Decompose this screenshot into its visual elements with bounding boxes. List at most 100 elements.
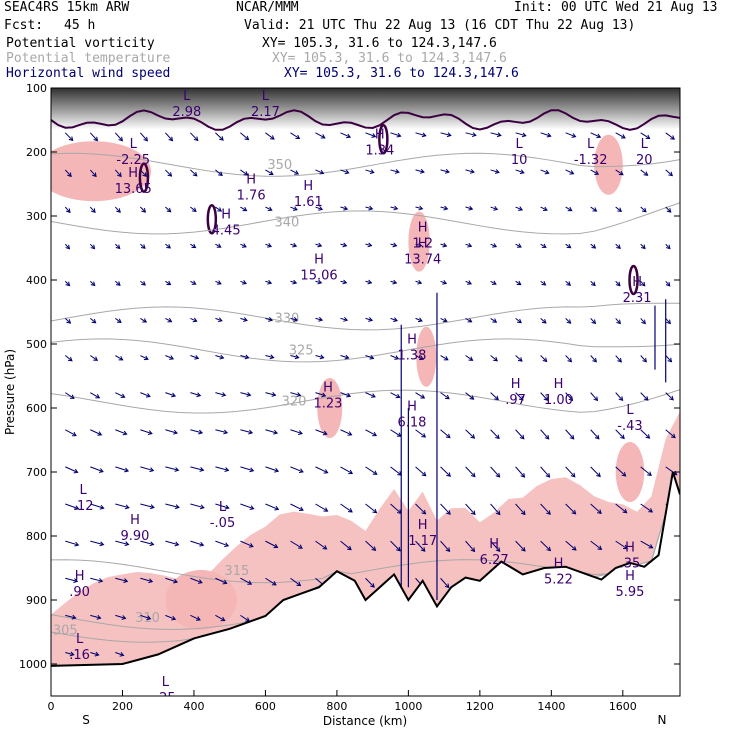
wind-vector-head xyxy=(140,244,146,249)
extremum-kind: L xyxy=(516,137,524,152)
wind-vector xyxy=(115,466,129,472)
wind-vector xyxy=(340,503,353,513)
wind-vector-head xyxy=(122,430,128,436)
wind-vector-head xyxy=(120,393,126,399)
wind-vector xyxy=(665,392,674,401)
terrain-layer xyxy=(51,471,680,696)
extremum-kind: H xyxy=(314,252,324,267)
tropopause-pv-band xyxy=(51,88,680,130)
wind-vector-head xyxy=(320,134,326,139)
wind-vector xyxy=(340,280,347,284)
wind-vector-head xyxy=(242,280,247,285)
wind-vector-head xyxy=(445,168,450,174)
wind-vector-head xyxy=(470,547,476,553)
wind-vector-head xyxy=(167,172,173,177)
wind-vector xyxy=(540,132,551,137)
wind-vector xyxy=(140,280,146,286)
wind-vector xyxy=(665,206,672,213)
wind-vector-head xyxy=(618,396,624,402)
wind-vector-head xyxy=(67,356,73,362)
wind-vector xyxy=(365,429,377,436)
wind-vector-head xyxy=(142,172,147,178)
wind-vector-head xyxy=(648,508,654,513)
wind-vector-head xyxy=(667,357,673,363)
extremum-kind: H xyxy=(303,179,313,194)
wind-vector xyxy=(640,392,649,401)
wind-vector xyxy=(415,355,424,360)
wind-vector xyxy=(590,466,601,477)
wind-vector xyxy=(615,132,626,139)
wind-vector xyxy=(90,355,98,361)
wind-vector-head xyxy=(146,615,152,621)
wind-vector xyxy=(140,392,151,398)
pv-fill-layer xyxy=(51,88,680,666)
wind-vector-head xyxy=(446,510,451,515)
fcst-value: 45 h xyxy=(64,18,96,33)
wind-vector xyxy=(665,355,672,363)
wind-vector-head xyxy=(273,429,279,435)
wind-vector-head xyxy=(124,541,130,547)
wind-vector xyxy=(240,206,247,212)
wind-vector-head xyxy=(647,471,652,477)
wind-vector xyxy=(515,540,526,552)
extremum-value: 1.23 xyxy=(313,396,342,411)
wind-vector xyxy=(65,614,76,619)
wind-vector-head xyxy=(268,317,274,322)
wind-vector-head xyxy=(198,429,204,435)
wind-vector-head xyxy=(442,317,448,323)
wind-vector xyxy=(565,243,571,249)
pv-closed-contour xyxy=(206,203,218,235)
theta-contour-label: 330 xyxy=(274,311,299,326)
wind-vector-head xyxy=(344,354,350,360)
wind-vector-head xyxy=(666,319,671,325)
wind-vector-head xyxy=(142,318,148,323)
wind-vector xyxy=(190,355,199,359)
wind-vector-head xyxy=(171,392,177,398)
wind-vector-head xyxy=(616,244,621,249)
wind-vector xyxy=(465,503,476,515)
wind-vector xyxy=(365,355,374,359)
extremum-value: 5.95 xyxy=(615,585,644,600)
lowlevel-pv-fill xyxy=(51,411,680,666)
wind-vector xyxy=(114,206,121,213)
pv-patch xyxy=(408,211,430,272)
wind-vector xyxy=(240,466,254,472)
wind-vector-head xyxy=(73,578,79,584)
wind-vector-head xyxy=(246,392,252,397)
wind-vector-head xyxy=(567,206,573,212)
wind-vector xyxy=(89,243,95,249)
wind-vector xyxy=(215,392,226,396)
wind-vector xyxy=(490,355,498,362)
extremum-value: 5.22 xyxy=(544,572,573,587)
wind-vector-head xyxy=(116,318,122,323)
extremum-kind: H xyxy=(418,518,428,533)
extremum-value: 2.17 xyxy=(251,105,280,120)
wind-vector-head xyxy=(593,396,599,402)
wind-vector xyxy=(415,429,426,438)
extremum-kind: H xyxy=(632,275,642,290)
wind-vector-head xyxy=(520,546,526,552)
wind-vector xyxy=(115,392,125,398)
wind-vector xyxy=(665,280,671,287)
wind-vector-head xyxy=(566,243,572,249)
wind-vector-head xyxy=(546,546,552,552)
wind-vector xyxy=(65,540,79,546)
wind-vector xyxy=(190,243,196,248)
wind-vector-head xyxy=(597,545,603,550)
y-tick-label: 600 xyxy=(26,402,47,415)
wind-vector-head xyxy=(347,431,353,436)
wind-vector xyxy=(565,355,572,363)
wind-vector xyxy=(165,355,174,360)
wind-vector-head xyxy=(372,470,378,475)
wind-vector xyxy=(615,318,621,324)
wind-vector-head xyxy=(617,357,622,363)
wind-vector-head xyxy=(645,134,651,140)
wind-vector xyxy=(590,206,597,212)
wind-vector xyxy=(665,169,673,177)
wind-vector xyxy=(515,466,525,478)
wind-vector xyxy=(465,540,475,552)
wind-vector-head xyxy=(274,505,280,511)
wind-vector xyxy=(290,132,300,139)
wind-vector xyxy=(65,577,78,582)
wind-vector-head xyxy=(670,433,676,439)
